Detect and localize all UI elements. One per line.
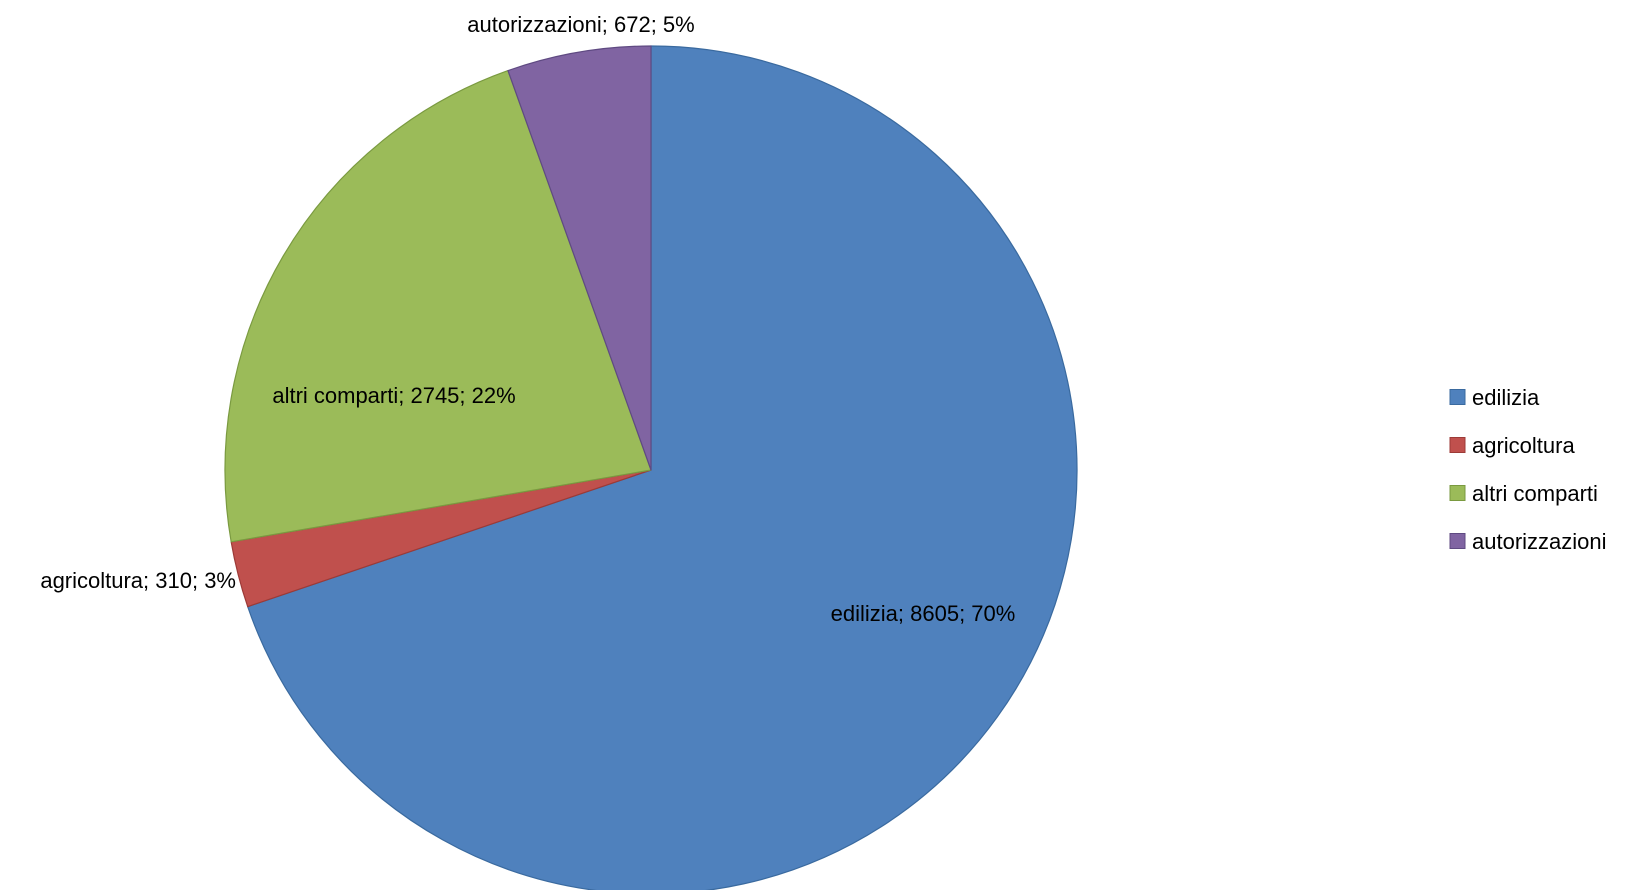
legend-item-edilizia: edilizia [1449,385,1540,410]
pie-slices [224,45,1078,895]
legend-swatch-altri-comparti [1449,485,1466,501]
legend: edilizia agricoltura altri comparti autoriz… [1449,385,1607,554]
legend-item-agricoltura: agricoltura [1449,433,1575,458]
data-label-autorizzazioni: autorizzazioni; 672; 5% [467,12,694,37]
legend-label-autorizzazioni: autorizzazioni [1472,529,1607,554]
pie-slice-altri-comparti [224,70,652,543]
legend-item-autorizzazioni: autorizzazioni [1449,529,1607,554]
legend-item-altri-comparti: altri comparti [1449,481,1598,506]
legend-swatch-edilizia [1449,389,1466,405]
data-label-agricoltura: agricoltura; 310; 3% [40,568,236,593]
legend-swatch-autorizzazioni [1449,533,1466,549]
pie-slice-autorizzazioni [507,45,652,471]
pie-slice-edilizia [247,45,1078,895]
legend-label-agricoltura: agricoltura [1472,433,1575,458]
legend-swatch-agricoltura [1449,437,1466,453]
legend-label-altri-comparti: altri comparti [1472,481,1598,506]
data-label-altri-comparti: altri comparti; 2745; 22% [272,383,515,408]
legend-label-edilizia: edilizia [1472,385,1540,410]
data-label-edilizia: edilizia; 8605; 70% [831,601,1016,626]
data-labels: edilizia; 8605; 70% agricoltura; 310; 3% a… [40,12,1015,626]
